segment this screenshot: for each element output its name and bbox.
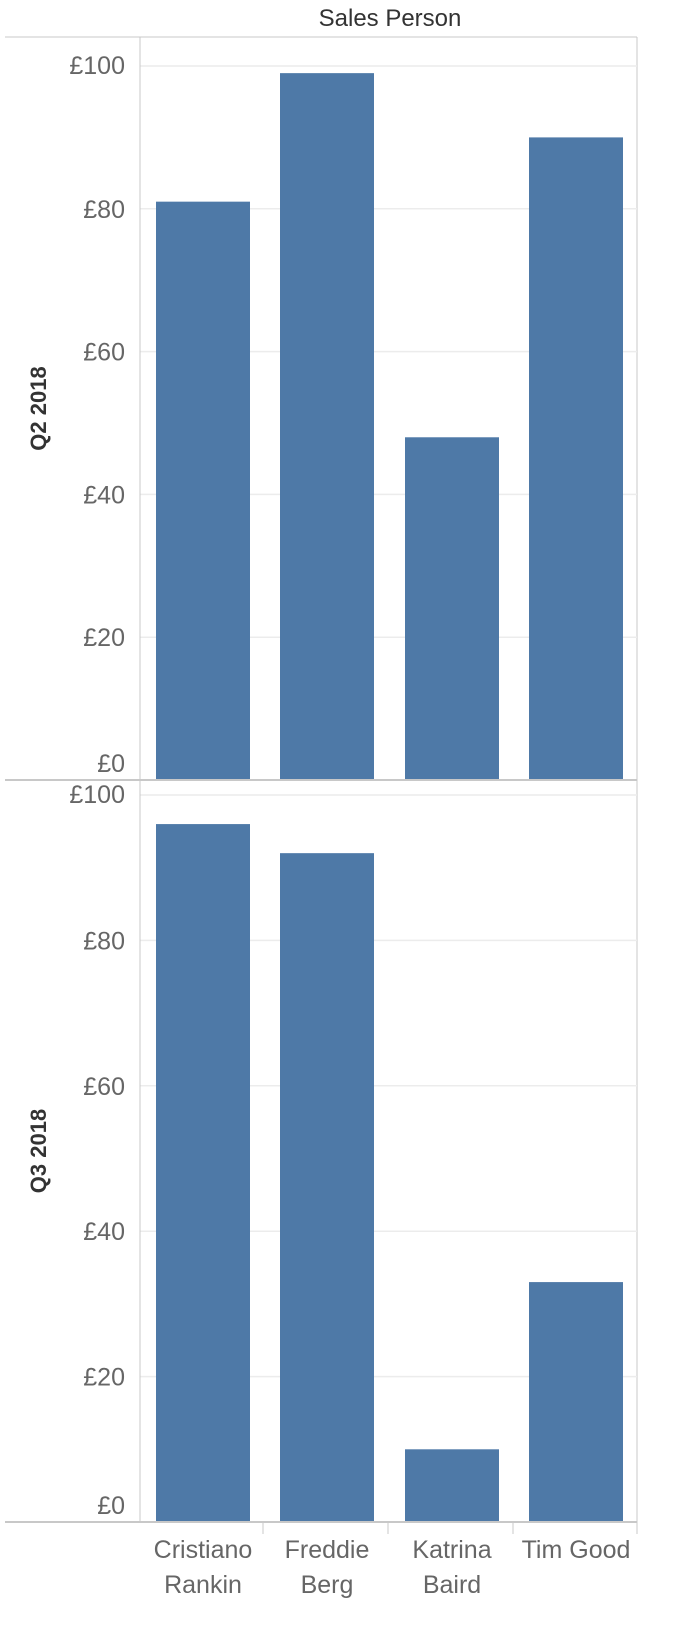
y-tick-label: £100	[69, 781, 125, 809]
x-axis-labels: Cristiano Rankin Freddie Berg Katrina Baird Ti…	[154, 1522, 638, 1599]
panel-1: £0 £20 £40 £60 £80 £100 Q2 2018	[5, 37, 637, 781]
bar-1-1	[156, 201, 250, 780]
chart-title: Sales Person	[319, 5, 462, 32]
y-tick-label: £60	[83, 1073, 125, 1101]
bar-2-2	[280, 853, 374, 1522]
bar-2-4	[529, 1282, 623, 1522]
y-tick-label: £40	[83, 481, 125, 509]
bar-1-2	[280, 73, 374, 780]
bar-1-4	[529, 137, 623, 780]
y-tick-label: £20	[83, 624, 125, 652]
y-tick-label: £20	[83, 1364, 125, 1392]
panel-2: £0 £20 £40 £60 £80 £100 Q3 2018	[5, 780, 637, 1523]
y-tick-label: £0	[97, 750, 125, 778]
x-category-label: Tim Good	[522, 1536, 631, 1564]
bar-2-3	[405, 1449, 499, 1522]
x-category-label: Cristiano Rankin	[154, 1536, 253, 1599]
x-category-label: Katrina Baird	[412, 1536, 491, 1599]
y-tick-label: £40	[83, 1218, 125, 1246]
row-label: Q3 2018	[26, 1109, 51, 1193]
bar-1-3	[405, 437, 499, 780]
y-tick-label: £80	[83, 196, 125, 224]
bar-2-1	[156, 824, 250, 1522]
y-tick-label: £80	[83, 927, 125, 955]
y-tick-label: £0	[97, 1492, 125, 1520]
row-label: Q2 2018	[26, 366, 51, 450]
y-tick-label: £60	[83, 339, 125, 367]
x-category-label: Freddie Berg	[285, 1536, 370, 1599]
y-tick-label: £100	[69, 52, 125, 80]
